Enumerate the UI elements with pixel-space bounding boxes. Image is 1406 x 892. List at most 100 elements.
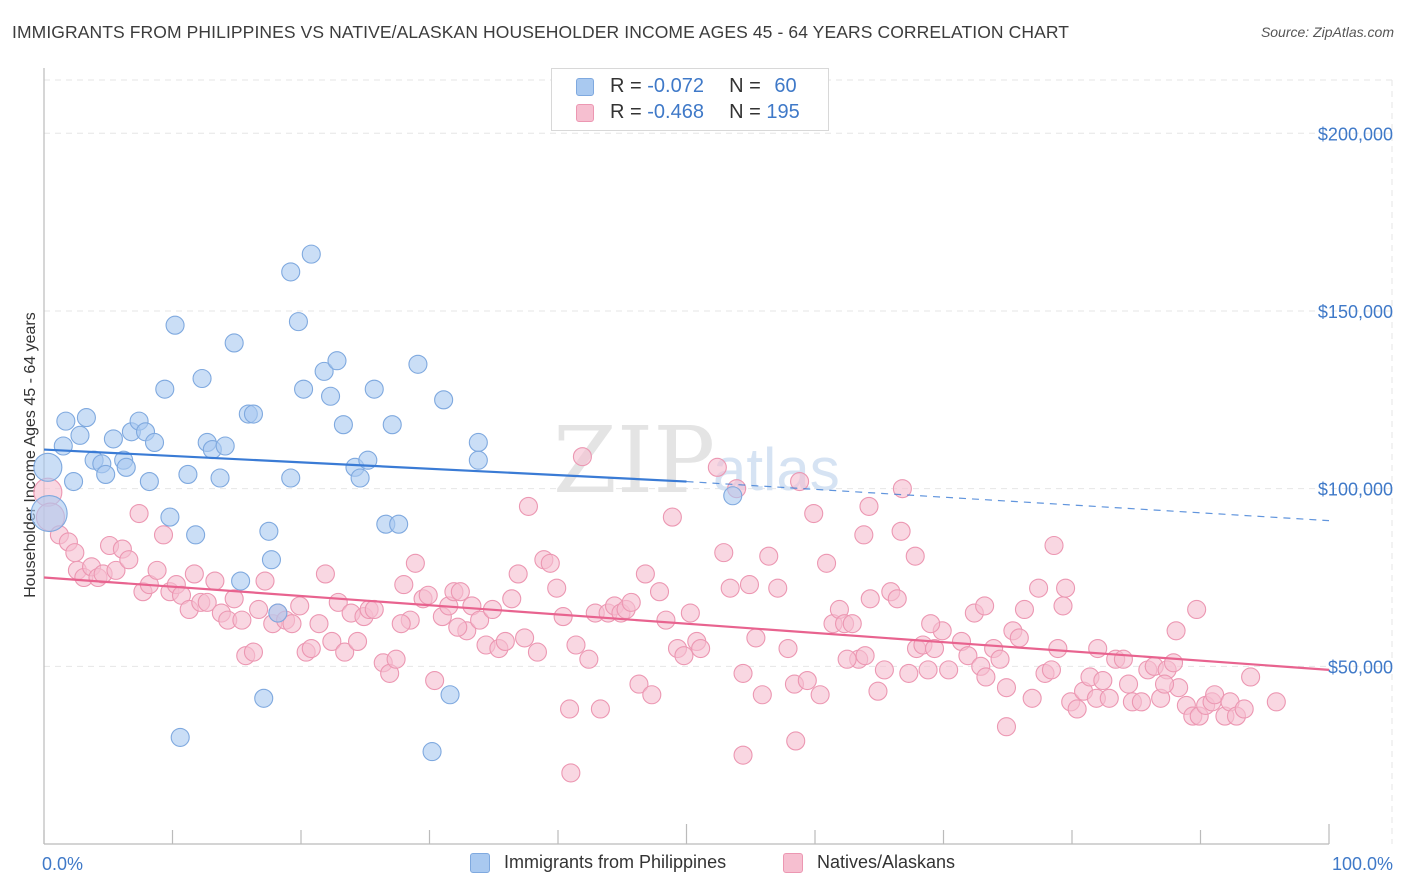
scatter-point [854,525,874,545]
scatter-point [470,610,490,630]
trend-lines [43,448,1330,671]
scatter-point [996,678,1017,698]
scatter-point [309,614,329,634]
scatter-point [837,649,857,669]
scatter-point [288,312,308,332]
scatter-point [746,628,766,648]
scatter-point [892,479,912,499]
scatter-point [53,436,73,456]
legend-r-value: -0.468 [647,101,704,123]
scatter-point [629,674,649,694]
scatter-point [418,585,438,605]
trend-line-philippines [43,448,687,483]
bottom-legend-swatch-natives [783,853,803,873]
scatter-point [450,582,470,602]
scatter-point [333,415,353,435]
scatter-point [160,507,180,527]
scatter-point [259,521,279,541]
scatter-point [30,494,68,533]
scatter-point [891,521,911,541]
scatter-point [723,486,743,506]
scatter-point [733,745,753,765]
scatter-point [860,589,880,609]
trend-line-natives [43,576,1330,671]
scatter-point [868,681,888,701]
scatter-point [527,642,547,662]
scatter-point [33,452,63,482]
legend-r-label: R = [610,101,648,123]
scatter-point [314,361,334,381]
scatter-point [321,386,341,406]
legend-n-label: N = [729,101,767,123]
scatter-point [382,415,402,435]
y-tick-label: $50,000 [1328,657,1393,677]
scatter-point [1241,667,1261,687]
scatter-point [96,464,116,484]
scatter-point [197,592,217,612]
scatter-point [918,660,938,680]
bottom-legend: Immigrants from Philippines Natives/Alas… [0,852,1406,878]
legend-swatch-natives [576,104,594,122]
scatter-point [996,717,1017,737]
scatter-point [76,408,96,428]
scatter-point [1041,660,1061,680]
legend-r-label: R = [610,75,648,97]
scatter-point [364,599,384,620]
scatter-point [975,596,995,616]
scatter-point [859,496,879,516]
scatter-point [243,642,264,662]
scatter-point [874,660,894,680]
scatter-point [315,564,335,584]
scatter-point [224,333,244,353]
scatter-point [192,368,212,389]
scatter-point [540,553,560,573]
scatter-point [649,582,670,602]
scatter-point [147,560,167,580]
scatter-point [502,589,522,609]
scatter-point [184,564,204,584]
scatter-point [1099,688,1119,708]
x-tick-label-min: 0.0% [42,854,83,874]
scatter-point [817,553,837,573]
scatter-point [707,457,727,477]
scatter-point [566,635,586,655]
scatter-point [778,639,798,659]
scatter-point [119,550,139,570]
scatter-point [1044,535,1064,556]
scatter-point [364,379,384,399]
scatter-point [165,315,185,335]
scatter-point [1131,692,1151,712]
watermark: ZIP atlas [553,407,840,514]
scatter-point [210,468,230,488]
scatter-point [810,685,830,705]
scatter-point [1266,692,1286,712]
scatter-point [56,411,76,431]
scatter-point [261,550,281,570]
scatter-point [155,379,175,399]
scatter-point [1093,670,1113,691]
scatter-point [254,688,274,708]
scatter-point [1234,699,1254,719]
source-label: Source: ZipAtlas.com [1260,24,1394,40]
y-tick-label: $100,000 [1318,480,1393,500]
scatter-point [714,543,734,563]
x-tick-label-max: 100.0% [1332,854,1393,874]
scatter-point [205,571,225,591]
y-tick-labels: $50,000 $100,000 $150,000 $200,000 [1318,124,1393,677]
scatter-point [422,742,442,762]
scatter-point [1154,674,1175,694]
scatter-point [674,646,694,666]
scatter-point [590,699,610,719]
scatter-point [720,578,740,598]
scatter-point [224,589,244,609]
scatter-point [440,685,460,705]
scatter-point [281,468,301,488]
scatter-point [243,404,264,424]
scatter-point [153,525,174,545]
scatter-point [958,646,978,666]
scatter-point [231,571,251,591]
scatter-point [139,471,159,492]
scatter-point [635,564,655,584]
bottom-legend-swatch-philippines [470,853,490,873]
